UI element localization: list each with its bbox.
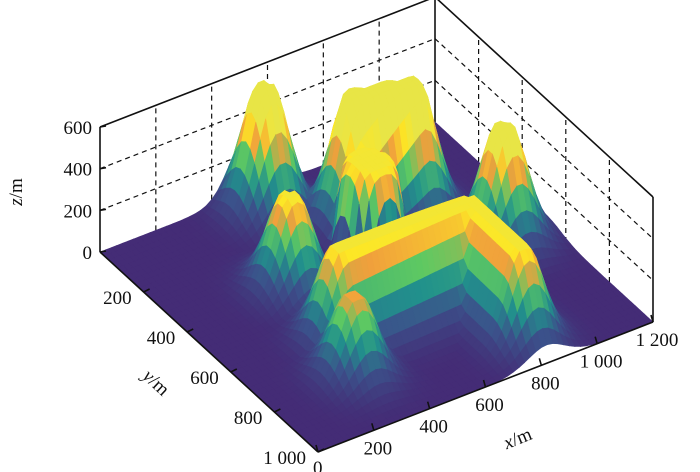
y-tick-label: 600 <box>190 368 219 389</box>
x-tick-label: 1 000 <box>580 352 623 373</box>
x-tick-label: 600 <box>475 395 504 416</box>
y-tick-label: 200 <box>103 288 132 309</box>
x-axis-label: x/m <box>500 424 535 455</box>
x-tick <box>538 358 543 366</box>
box-edge <box>437 0 654 198</box>
grid-line-z <box>434 79 654 281</box>
x-tick-label: 200 <box>364 438 393 459</box>
y-tick-label: 800 <box>234 408 263 429</box>
y-tick-label: 1 000 <box>263 448 306 469</box>
z-tick-label: 600 <box>64 118 93 139</box>
grid-line-z <box>99 38 436 170</box>
x-tick-label: 800 <box>531 373 560 394</box>
z-tick-label: 400 <box>64 160 93 181</box>
y-axis-label: y/m <box>137 364 174 400</box>
surface <box>99 75 654 453</box>
z-tick-label: 0 <box>83 243 93 264</box>
z-tick <box>99 166 107 170</box>
x-tick-label: 400 <box>419 417 448 438</box>
x-tick-label: 1 200 <box>636 330 679 351</box>
z-axis-label: z/m <box>6 178 27 207</box>
x-tick-label: 0 <box>313 458 323 472</box>
z-tick <box>99 208 107 212</box>
grid-line-z <box>434 38 654 240</box>
box-edge <box>99 0 430 128</box>
z-tick <box>99 125 107 128</box>
z-tick-label: 200 <box>64 201 93 222</box>
z-tick <box>99 250 107 253</box>
y-tick-label: 400 <box>147 328 176 349</box>
